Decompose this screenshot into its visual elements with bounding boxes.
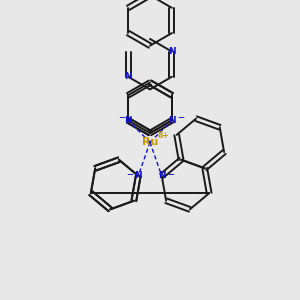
Text: N: N [124, 116, 132, 125]
Text: N: N [124, 72, 132, 81]
Text: −: − [118, 113, 125, 122]
Text: N: N [168, 116, 176, 125]
Text: −: − [126, 170, 133, 179]
Text: N: N [168, 47, 176, 56]
Text: −: − [177, 113, 184, 122]
Text: N: N [158, 171, 166, 180]
Text: −: − [167, 170, 174, 179]
Text: Ru: Ru [142, 137, 158, 147]
Text: N: N [134, 171, 142, 180]
Text: 8+: 8+ [158, 131, 170, 140]
